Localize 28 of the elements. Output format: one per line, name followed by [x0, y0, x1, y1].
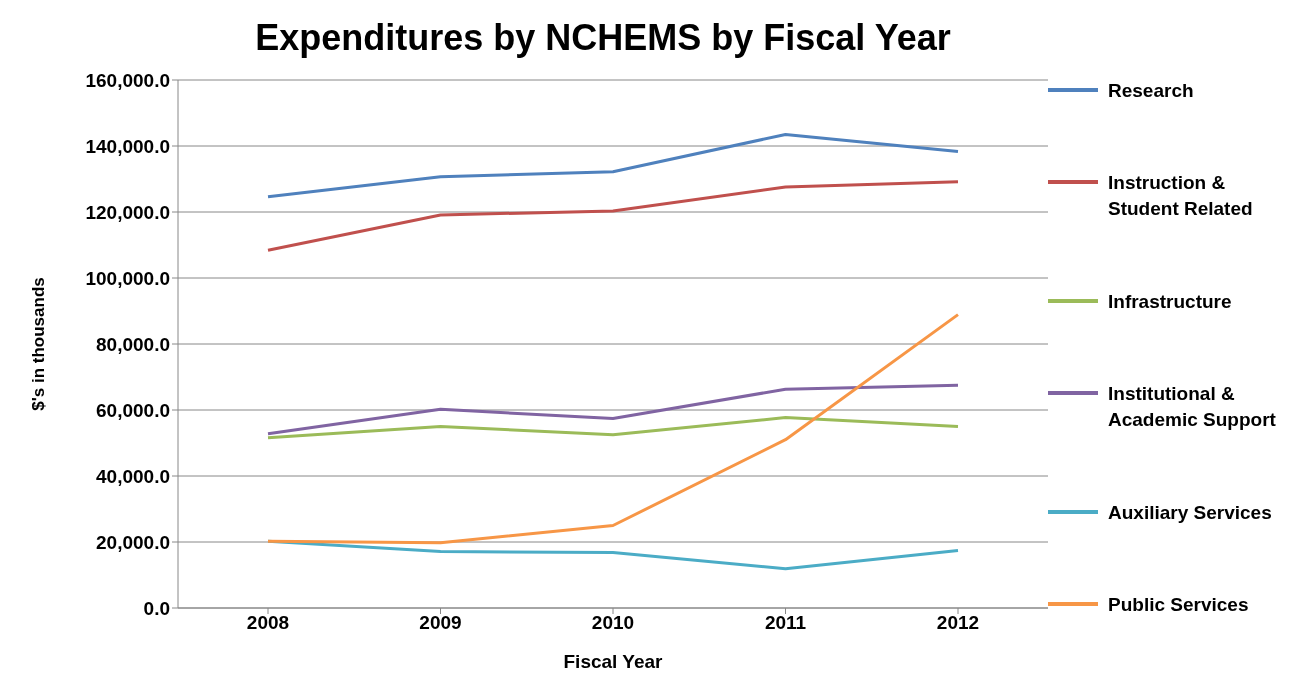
line-series: [266, 132, 960, 199]
legend-label: Auxiliary Services: [1108, 500, 1273, 525]
x-tick-label: 2010: [591, 612, 635, 634]
x-tick-label: 2008: [246, 612, 290, 634]
y-tick-label: 100,000.0: [85, 267, 170, 289]
line-series: [266, 416, 960, 440]
x-tick-label: 2012: [936, 612, 980, 634]
legend-label: Public Services: [1108, 592, 1250, 617]
legend-label: Infrastructure: [1108, 289, 1233, 314]
line-series: [266, 313, 960, 545]
legend-label: Institutional & Academic Support: [1108, 382, 1277, 433]
y-tick-label: 80,000.0: [96, 333, 170, 355]
x-tick-label: 2011: [764, 612, 807, 634]
y-axis-title: $'s in thousands: [29, 277, 49, 411]
y-tick-label: 0.0: [143, 597, 170, 619]
x-axis-title: Fiscal Year: [563, 651, 664, 672]
x-tick-label: 2009: [419, 612, 462, 634]
line-series: [266, 180, 960, 252]
legend-label: Instruction & Student Related: [1108, 171, 1254, 222]
y-tick-label: 160,000.0: [85, 69, 170, 91]
y-tick-label: 140,000.0: [85, 135, 170, 157]
y-tick-label: 40,000.0: [96, 465, 170, 487]
y-tick-label: 20,000.0: [96, 531, 170, 553]
y-tick-label: 120,000.0: [85, 201, 170, 223]
line-series: [266, 383, 960, 436]
y-tick-label: 60,000.0: [96, 399, 170, 421]
chart-title: Expenditures by NCHEMS by Fiscal Year: [254, 16, 952, 60]
legend-label: Research: [1108, 79, 1195, 103]
